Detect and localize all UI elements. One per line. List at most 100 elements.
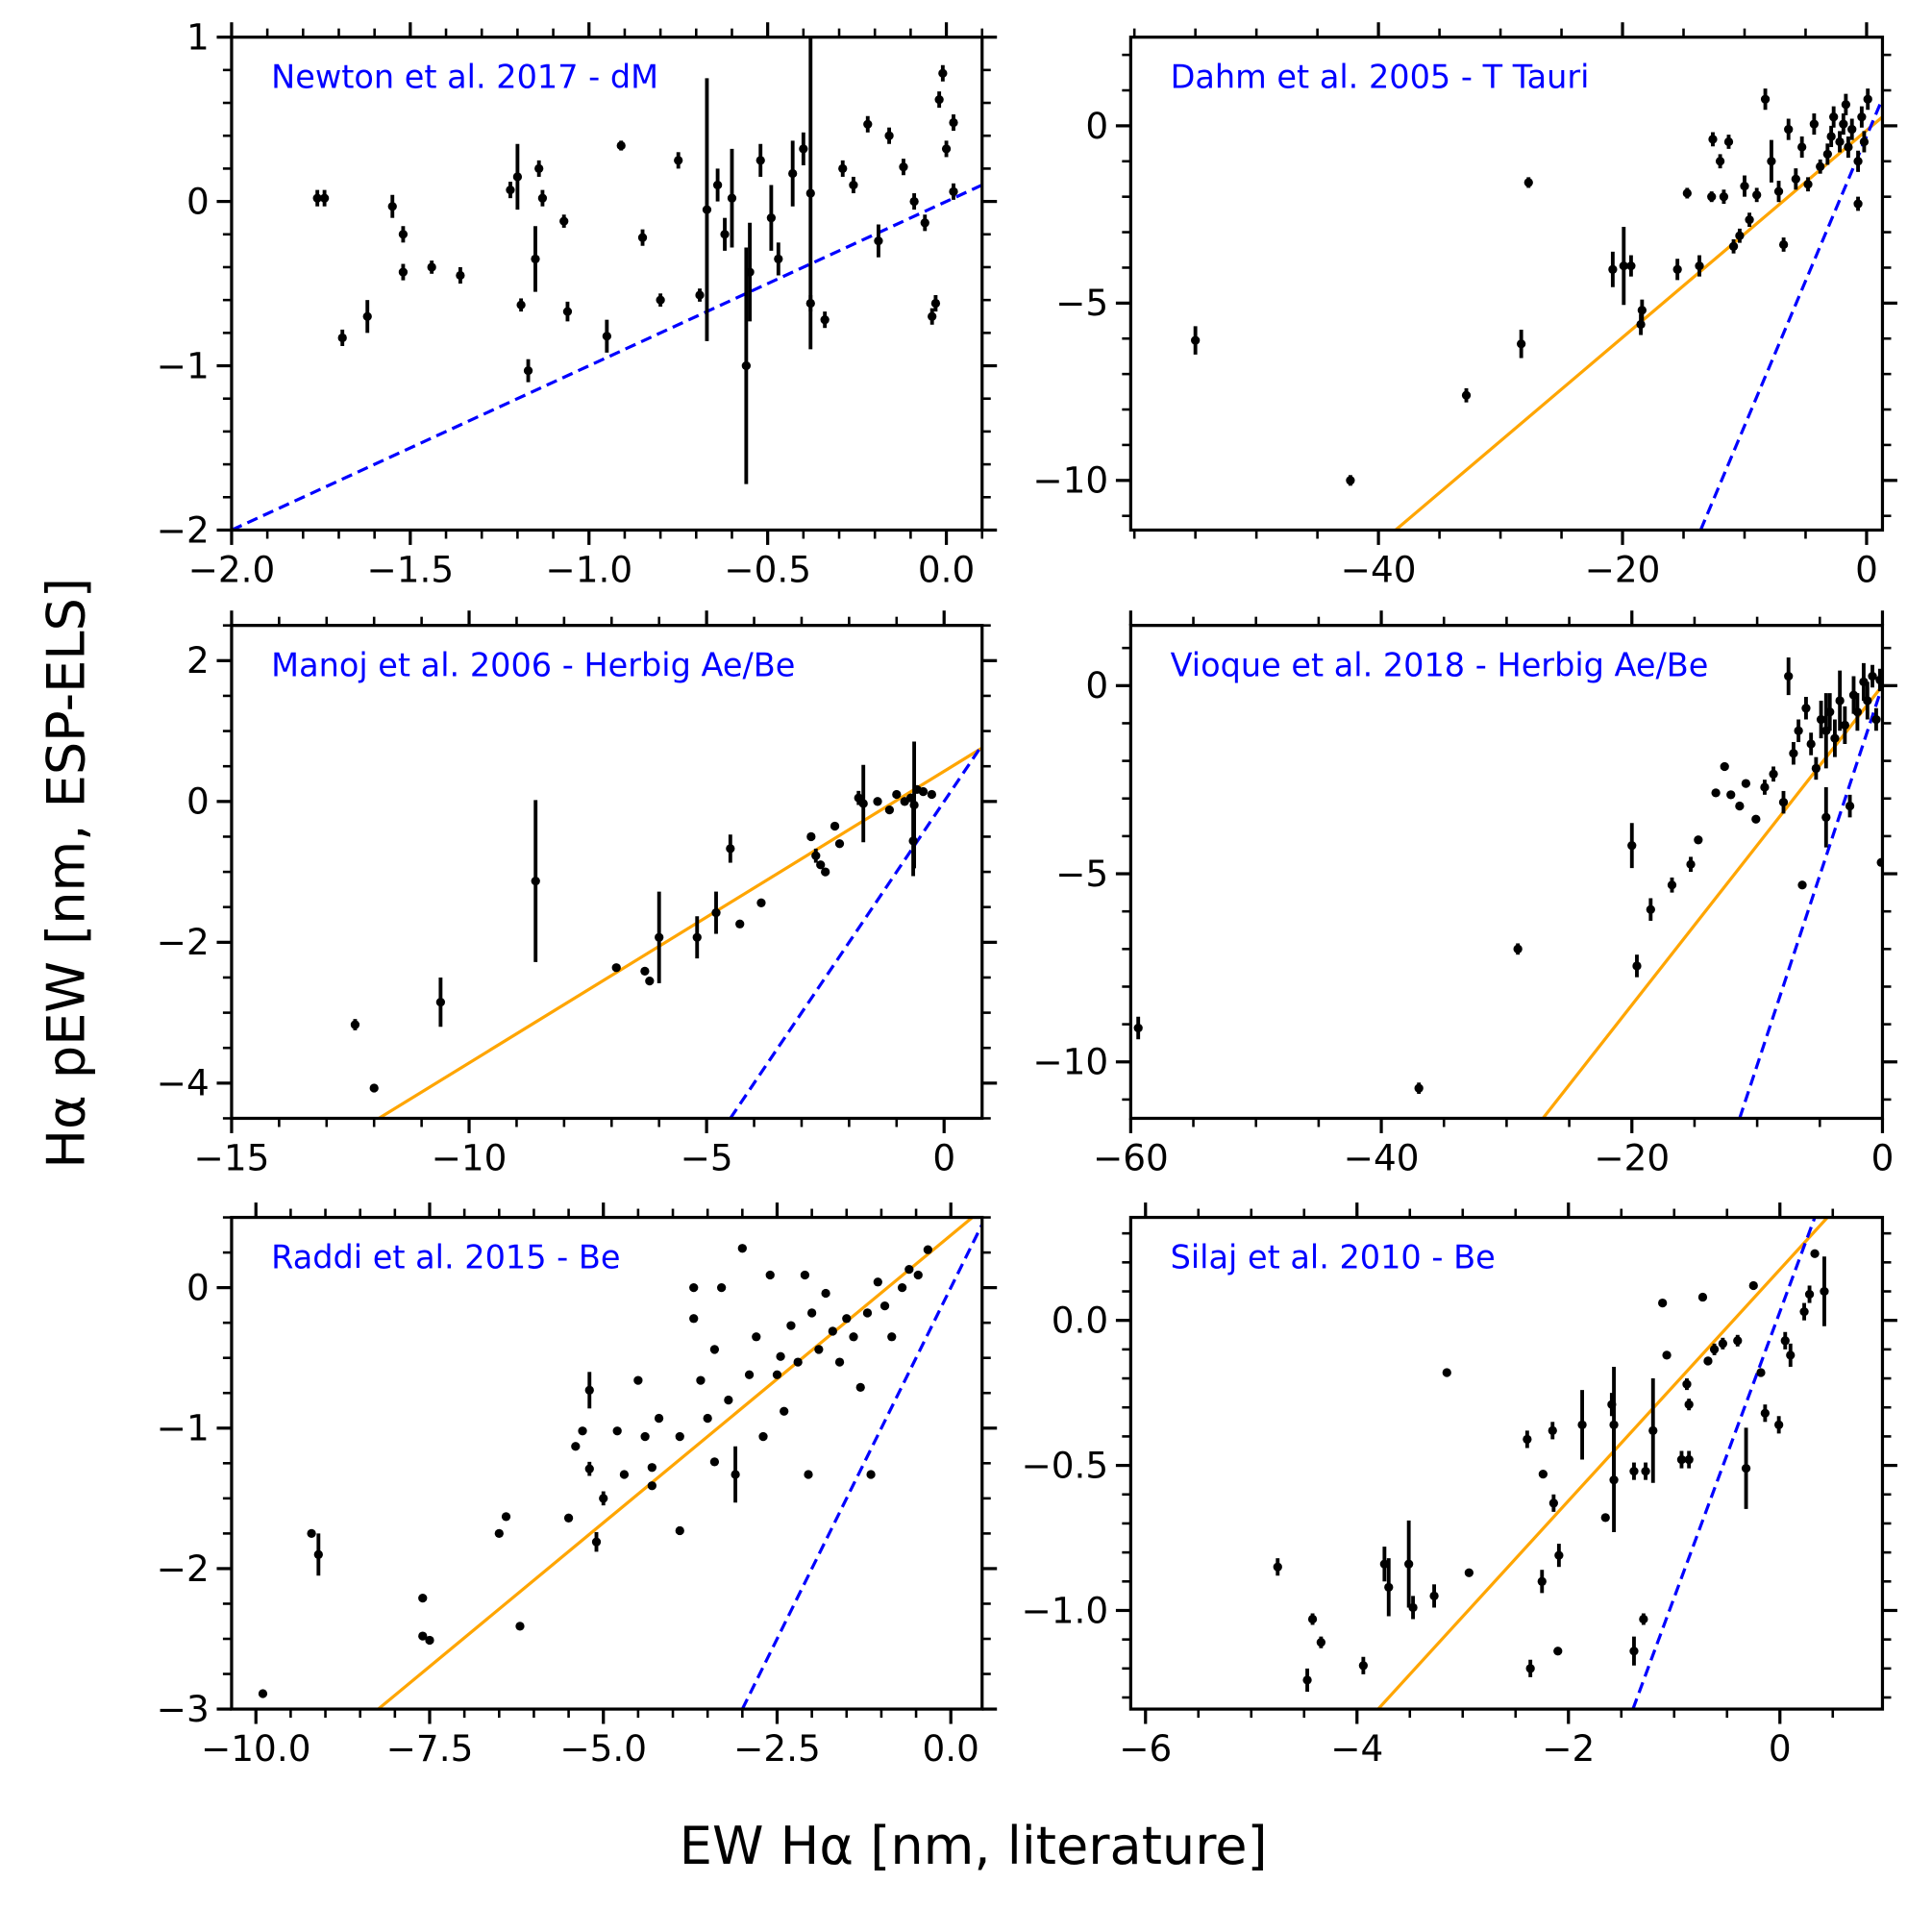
panel-1: −2.0 −1.5 −1.0 −0.5 0.0 1 0 −1 −2 Newton et al. 2… <box>157 16 998 591</box>
data-point <box>816 860 826 870</box>
data-point <box>1719 192 1729 202</box>
data-point <box>1784 124 1794 135</box>
fit-line <box>1376 1217 1829 1710</box>
data-point <box>1829 112 1839 122</box>
data-point <box>918 786 929 797</box>
data-point <box>716 1282 727 1293</box>
data-point <box>1548 1425 1557 1436</box>
data-point <box>709 1457 720 1467</box>
data-point <box>920 218 929 228</box>
data-point <box>884 805 895 815</box>
data-point <box>689 1314 699 1324</box>
data-point <box>1307 1614 1318 1624</box>
data-point <box>537 193 548 203</box>
data-point <box>887 1332 897 1342</box>
x-tick-label: −1.5 <box>366 549 454 591</box>
panel-title: Vioque et al. 2018 - Herbig Ae/Be <box>1171 647 1709 684</box>
data-point <box>814 1345 824 1354</box>
x-tick-label: −5.0 <box>559 1727 647 1770</box>
data-point <box>1863 696 1872 706</box>
data-point <box>855 1382 865 1393</box>
data-point <box>737 1244 747 1253</box>
data-point <box>1804 1289 1815 1300</box>
data-point <box>674 156 683 165</box>
data-point <box>1646 904 1655 914</box>
data-point <box>1847 124 1857 135</box>
data-point <box>1641 1466 1650 1476</box>
data-point <box>1358 1661 1369 1671</box>
y-tick-label: 0 <box>1085 664 1108 706</box>
x-tick-label: −4 <box>1330 1727 1383 1770</box>
data-point <box>909 800 919 810</box>
data-point <box>1845 801 1855 811</box>
data-point <box>427 262 436 272</box>
data-point <box>788 168 798 179</box>
x-tick-label: 0 <box>932 1137 955 1179</box>
y-tick-label: −4 <box>157 1062 210 1104</box>
data-point <box>834 1357 845 1367</box>
data-point <box>1379 1559 1390 1569</box>
data-point <box>1797 142 1807 152</box>
data-point <box>534 163 544 174</box>
data-point <box>703 1413 712 1424</box>
data-point <box>800 1270 810 1280</box>
x-tick-label: −7.5 <box>386 1727 474 1770</box>
data-point <box>1778 239 1789 250</box>
panel-title: Silaj et al. 2010 - Be <box>1171 1238 1496 1276</box>
data-point <box>1726 790 1736 800</box>
data-point <box>1709 1345 1720 1354</box>
data-point <box>709 1345 720 1354</box>
x-tick-label: −20 <box>1594 1137 1670 1179</box>
data-point <box>1735 801 1745 811</box>
data-point <box>1658 1298 1668 1308</box>
x-tick-label: −2.0 <box>188 549 276 591</box>
data-point <box>776 1351 785 1361</box>
y-tick-label: −1.0 <box>1021 1589 1108 1631</box>
data-point <box>418 1631 428 1641</box>
data-point <box>571 1442 581 1451</box>
plot-area <box>350 741 982 1119</box>
data-point <box>640 966 650 977</box>
panel-3: −15 −10 −5 0 2 0 −2 −4 Manoj et al. 2006 - Herbi… <box>157 610 998 1179</box>
data-point <box>702 205 712 214</box>
data-point <box>873 1277 882 1287</box>
data-point <box>1810 1249 1820 1258</box>
y-tick-label: 0 <box>186 780 210 823</box>
data-point <box>1859 136 1870 147</box>
data-point <box>1429 1591 1439 1601</box>
data-point <box>692 932 702 942</box>
data-point <box>369 1083 379 1093</box>
one-to-one-line <box>231 184 982 531</box>
data-point <box>531 876 540 886</box>
data-point <box>599 1494 608 1503</box>
data-point <box>1711 788 1721 798</box>
data-point <box>563 1513 574 1523</box>
data-point <box>1523 178 1533 187</box>
data-point <box>731 1470 740 1479</box>
data-point <box>656 295 665 305</box>
data-point <box>884 131 894 140</box>
data-point <box>1756 1368 1766 1377</box>
data-point <box>1629 1647 1639 1656</box>
data-point <box>766 213 777 223</box>
data-point <box>1822 149 1832 160</box>
data-point <box>909 196 919 207</box>
y-tick-label: −5 <box>1055 282 1108 324</box>
data-point <box>1461 390 1472 400</box>
data-point <box>1517 339 1526 349</box>
data-point <box>1780 1336 1790 1346</box>
data-point <box>1537 1576 1547 1586</box>
x-tick-label: −20 <box>1585 549 1661 591</box>
data-point <box>313 1549 323 1559</box>
data-point <box>941 144 952 154</box>
data-point <box>1821 812 1831 822</box>
data-point <box>1723 136 1734 147</box>
data-point <box>1735 231 1745 240</box>
fit-line <box>377 1217 974 1710</box>
data-point <box>1608 264 1618 274</box>
data-point <box>892 789 902 800</box>
data-point <box>619 1470 630 1479</box>
plot-area <box>1191 88 1883 531</box>
data-point <box>1786 1350 1796 1360</box>
data-point <box>584 1385 594 1395</box>
